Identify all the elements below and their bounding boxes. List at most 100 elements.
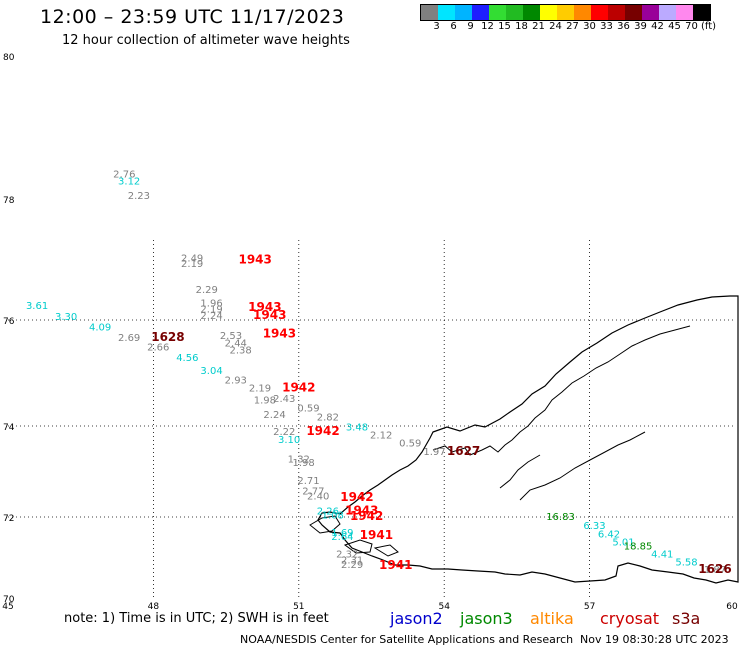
wave-height-label: 0.59 xyxy=(297,404,319,415)
wave-height-label: 2.93 xyxy=(225,376,247,387)
wave-height-label: 1.08 xyxy=(322,511,344,522)
lat-tick-label: 74 xyxy=(3,423,15,433)
lon-tick-label: 45 xyxy=(2,602,13,612)
legend-label: 36 xyxy=(617,21,630,32)
legend-label: 9 xyxy=(467,21,474,32)
wave-height-label: 2.77 xyxy=(302,486,324,497)
lat-tick-label: 76 xyxy=(3,317,15,327)
satellite-jason3: jason3 xyxy=(460,609,513,628)
wave-height-label: 2.23 xyxy=(128,191,150,202)
wave-height-label: 2.38 xyxy=(230,345,252,356)
wave-height-label: 2.71 xyxy=(297,476,319,487)
legend-label: 6 xyxy=(450,21,457,32)
pass-time-label: 1627 xyxy=(447,444,480,458)
wave-height-label: 2.29 xyxy=(196,285,218,296)
wave-height-label: 2.43 xyxy=(273,394,295,405)
wave-height-label: 1.96 xyxy=(200,299,222,310)
wave-height-label: 2.29 xyxy=(341,560,363,571)
lat-tick-label: 78 xyxy=(3,196,15,206)
inner-coast-detail-2 xyxy=(499,431,646,501)
pass-time-label: 1943 xyxy=(248,300,281,314)
wave-height-label: 1.98 xyxy=(254,396,276,407)
legend-swatch xyxy=(608,5,625,20)
legend-label: (ft) xyxy=(700,21,717,32)
legend-label: 42 xyxy=(651,21,664,32)
legend-swatch xyxy=(421,5,438,20)
map-title: 12:00 – 23:59 UTC 11/17/2023 xyxy=(40,6,345,28)
legend-swatch xyxy=(438,5,455,20)
color-scale-legend xyxy=(420,4,711,21)
legend-swatch xyxy=(642,5,659,20)
wave-height-label: 2.76 xyxy=(113,170,135,181)
wave-height-label: 3.48 xyxy=(346,423,368,434)
wave-height-label: 18.85 xyxy=(624,541,653,552)
satellite-cryosat: cryosat xyxy=(600,609,660,628)
legend-swatch xyxy=(557,5,574,20)
map-subtitle: 12 hour collection of altimeter wave hei… xyxy=(62,33,350,48)
legend-swatch xyxy=(659,5,676,20)
legend-label: 39 xyxy=(634,21,647,32)
legend-label: 3 xyxy=(433,21,440,32)
pass-time-label: 1943 xyxy=(263,326,296,340)
wave-height-label: 2.24 xyxy=(263,410,285,421)
legend-swatch xyxy=(591,5,608,20)
legend-swatch xyxy=(574,5,591,20)
wave-height-label: 2.53 xyxy=(220,331,242,342)
wave-height-label: 1.97 xyxy=(423,447,445,458)
pass-time-label: 1941 xyxy=(360,528,393,542)
pass-time-label: 1941 xyxy=(379,558,412,572)
observation-labels: 2.763.122.232.492.19 19432.291.962.192.24… xyxy=(26,170,732,576)
legend-label: 18 xyxy=(515,21,528,32)
pass-time-label: 1942 xyxy=(306,424,339,438)
wave-height-label: 4.41 xyxy=(651,550,673,561)
pass-time-label: 1942 xyxy=(340,490,373,504)
pass-time-label: 1626 xyxy=(698,562,731,576)
lon-tick-label: 54 xyxy=(438,602,450,612)
legend-swatch xyxy=(506,5,523,20)
legend-swatch xyxy=(472,5,489,20)
legend-swatch xyxy=(625,5,642,20)
wave-height-label: 2.19 xyxy=(200,305,222,316)
satellite-jason2: jason2 xyxy=(390,609,443,628)
wave-height-label: 2.69 xyxy=(118,333,140,344)
satellite-altika: altika xyxy=(530,609,574,628)
lat-tick-label: 80 xyxy=(3,53,15,63)
lon-tick-label: 57 xyxy=(584,602,595,612)
legend-label: 24 xyxy=(549,21,562,32)
wave-height-label: 0.59 xyxy=(399,438,421,449)
pass-time-label: 1942 xyxy=(350,509,383,523)
wave-height-label: 2.22 xyxy=(273,427,295,438)
wave-height-label: 1.87 xyxy=(704,565,726,576)
legend-label: 15 xyxy=(498,21,511,32)
legend-label: 21 xyxy=(532,21,545,32)
pass-time-label: 1943 xyxy=(253,308,286,322)
legend-swatch xyxy=(489,5,506,20)
legend-swatch xyxy=(455,5,472,20)
wave-height-label: 16.83 xyxy=(546,512,575,523)
novaya-zemlya-south-island-outline xyxy=(317,295,739,584)
legend-label: 45 xyxy=(668,21,681,32)
wave-height-label: 2.40 xyxy=(307,492,329,503)
wave-height-label: 2.82 xyxy=(317,413,339,424)
wave-height-label: 3.61 xyxy=(26,301,48,312)
wave-height-label: 2.44 xyxy=(225,339,247,350)
lon-tick-label: 60 xyxy=(726,602,738,612)
wave-height-label: 2.31 xyxy=(341,556,363,567)
wave-height-label: 2.49 xyxy=(181,253,203,264)
legend-label: 70 xyxy=(685,21,698,32)
coastline xyxy=(309,295,739,584)
pass-time-label: 1943 xyxy=(345,504,378,518)
wave-height-label: 2.24 xyxy=(200,311,222,322)
wave-height-label: 5.58 xyxy=(675,558,697,569)
wave-height-label: 2.19 xyxy=(249,384,271,395)
lon-tick-label: 51 xyxy=(293,602,304,612)
wave-height-label: 4.56 xyxy=(176,353,198,364)
wave-height-label: 2.19 xyxy=(181,259,203,270)
legend-swatch xyxy=(540,5,557,20)
wave-height-label: 3.10 xyxy=(278,435,300,446)
legend-label: 30 xyxy=(583,21,596,32)
wave-height-label: 5.01 xyxy=(612,537,634,548)
